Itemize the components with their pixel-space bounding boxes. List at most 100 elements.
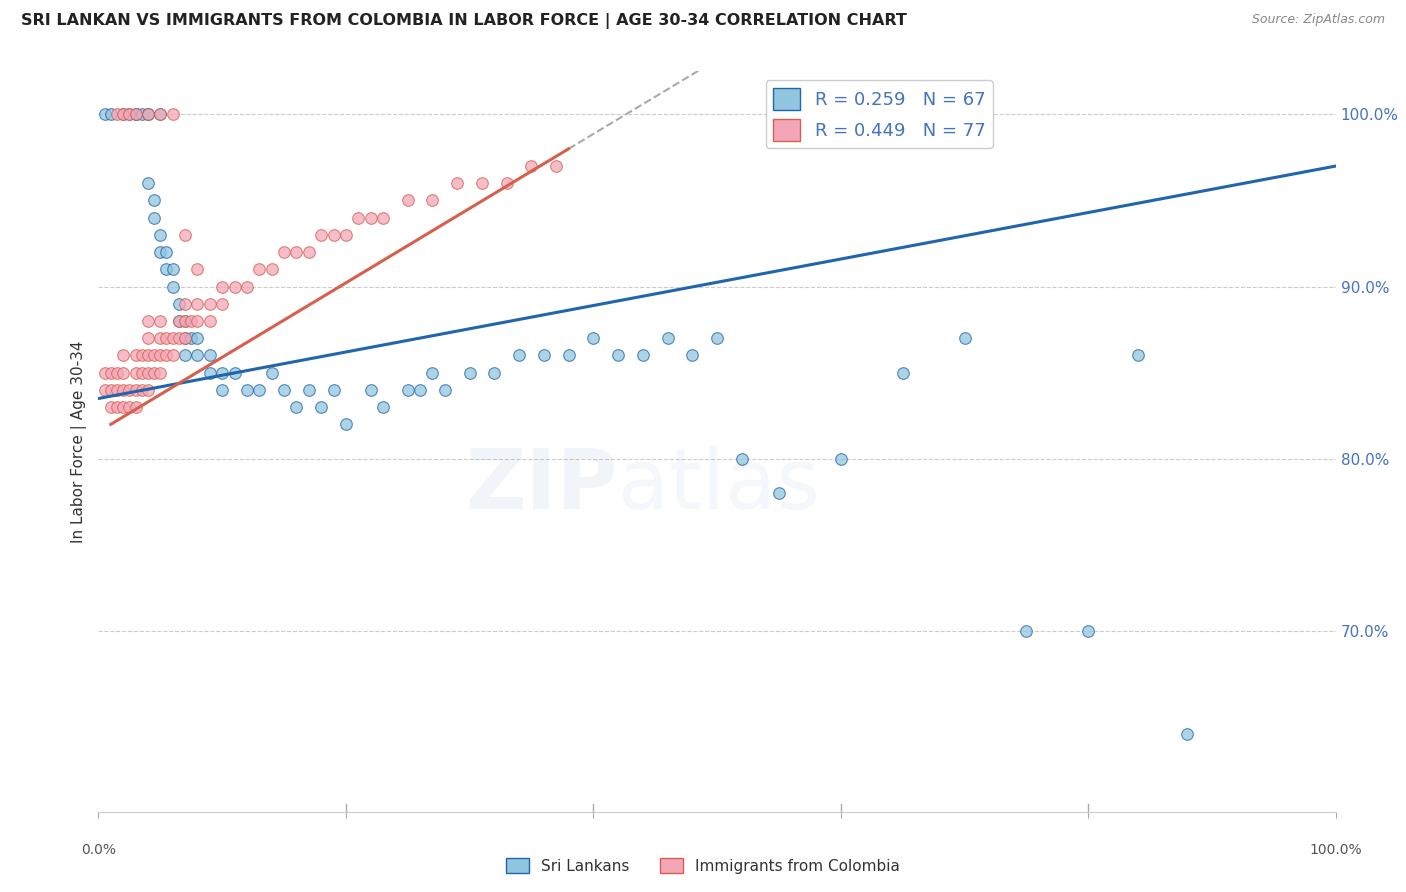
Point: [546, 159, 568, 173]
Point: [124, 107, 146, 121]
Point: [136, 107, 159, 121]
Point: [433, 383, 456, 397]
Point: [224, 279, 246, 293]
Point: [1015, 624, 1038, 638]
Point: [371, 211, 394, 225]
Point: [162, 348, 184, 362]
Point: [1126, 348, 1149, 362]
Point: [149, 227, 172, 242]
Point: [322, 227, 344, 242]
Text: atlas: atlas: [619, 445, 820, 526]
Point: [285, 245, 308, 260]
Point: [112, 366, 135, 380]
Point: [155, 331, 177, 345]
Text: Source: ZipAtlas.com: Source: ZipAtlas.com: [1251, 13, 1385, 27]
Point: [520, 159, 543, 173]
Point: [533, 348, 555, 362]
Point: [162, 279, 184, 293]
Point: [112, 348, 135, 362]
Text: 100.0%: 100.0%: [1309, 843, 1362, 856]
Point: [174, 348, 197, 362]
Point: [105, 107, 128, 121]
Point: [149, 314, 172, 328]
Point: [309, 227, 332, 242]
Point: [155, 348, 177, 362]
Point: [186, 348, 208, 362]
Point: [162, 262, 184, 277]
Y-axis label: In Labor Force | Age 30-34: In Labor Force | Age 30-34: [72, 340, 87, 543]
Point: [93, 107, 115, 121]
Point: [167, 314, 190, 328]
Point: [149, 245, 172, 260]
Point: [118, 383, 141, 397]
Point: [149, 331, 172, 345]
Text: SRI LANKAN VS IMMIGRANTS FROM COLOMBIA IN LABOR FORCE | AGE 30-34 CORRELATION CH: SRI LANKAN VS IMMIGRANTS FROM COLOMBIA I…: [21, 13, 907, 29]
Point: [112, 400, 135, 414]
Point: [136, 176, 159, 190]
Point: [607, 348, 630, 362]
Point: [131, 348, 153, 362]
Point: [162, 331, 184, 345]
Point: [446, 176, 468, 190]
Point: [174, 227, 197, 242]
Point: [347, 211, 370, 225]
Point: [174, 297, 197, 311]
Point: [186, 314, 208, 328]
Point: [124, 366, 146, 380]
Point: [198, 348, 221, 362]
Point: [211, 279, 233, 293]
Point: [260, 262, 283, 277]
Point: [136, 107, 159, 121]
Point: [105, 366, 128, 380]
Point: [371, 400, 394, 414]
Point: [631, 348, 654, 362]
Point: [186, 262, 208, 277]
Point: [1175, 727, 1198, 741]
Point: [143, 211, 166, 225]
Point: [118, 107, 141, 121]
Point: [211, 366, 233, 380]
Point: [118, 400, 141, 414]
Point: [112, 107, 135, 121]
Point: [143, 348, 166, 362]
Point: [149, 366, 172, 380]
Point: [155, 245, 177, 260]
Point: [236, 279, 259, 293]
Point: [136, 383, 159, 397]
Point: [706, 331, 728, 345]
Point: [100, 383, 122, 397]
Point: [247, 262, 270, 277]
Point: [396, 383, 419, 397]
Point: [124, 400, 146, 414]
Point: [100, 400, 122, 414]
Point: [396, 194, 419, 208]
Point: [657, 331, 679, 345]
Point: [335, 227, 357, 242]
Point: [136, 107, 159, 121]
Point: [768, 486, 790, 500]
Point: [322, 383, 344, 397]
Legend: R = 0.259   N = 67, R = 0.449   N = 77: R = 0.259 N = 67, R = 0.449 N = 77: [766, 80, 993, 148]
Point: [131, 107, 153, 121]
Point: [731, 451, 754, 466]
Point: [298, 245, 321, 260]
Point: [155, 262, 177, 277]
Point: [180, 331, 202, 345]
Point: [186, 297, 208, 311]
Point: [93, 366, 115, 380]
Point: [495, 176, 517, 190]
Point: [508, 348, 530, 362]
Point: [174, 314, 197, 328]
Point: [174, 331, 197, 345]
Point: [198, 366, 221, 380]
Point: [1077, 624, 1099, 638]
Point: [236, 383, 259, 397]
Point: [360, 383, 382, 397]
Point: [105, 383, 128, 397]
Point: [273, 383, 295, 397]
Point: [180, 314, 202, 328]
Point: [162, 107, 184, 121]
Point: [471, 176, 494, 190]
Point: [422, 366, 444, 380]
Point: [105, 400, 128, 414]
